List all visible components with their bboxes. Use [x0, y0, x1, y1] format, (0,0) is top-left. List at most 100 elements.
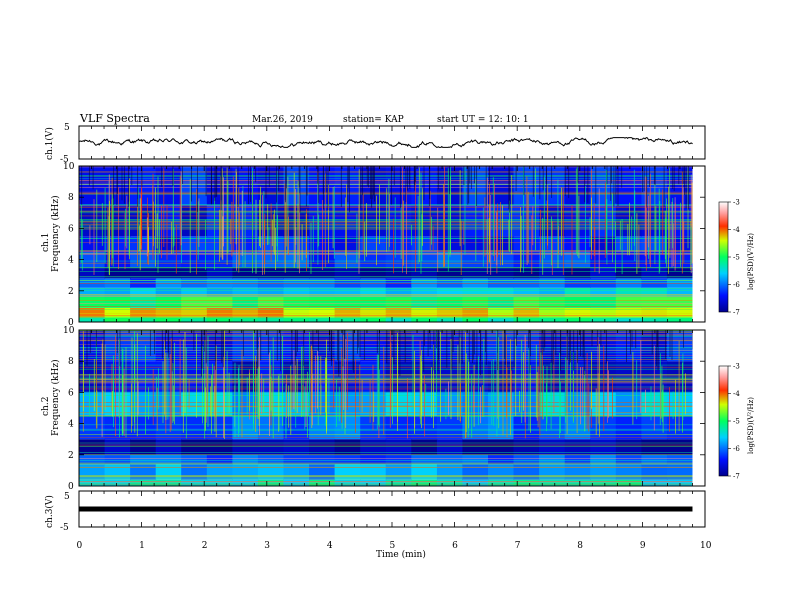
spectrogram-cell [130, 287, 157, 298]
spectrogram-cell [385, 205, 412, 237]
spectrogram-cell [206, 287, 233, 298]
spectrogram-cell [539, 415, 566, 440]
spectrogram-cell [411, 454, 438, 465]
x-tick-label: 2 [202, 541, 208, 551]
spectrogram-cell [360, 287, 387, 298]
spectrogram-cell [488, 308, 515, 318]
x-tick-label: 8 [577, 541, 583, 551]
spectrogram-cell [564, 317, 591, 322]
spectrogram-cell [590, 392, 617, 416]
colorbar-tick-label: -4 [733, 226, 740, 234]
spectrogram-cell [360, 317, 387, 322]
ch3-ytick-bottom: -5 [60, 523, 69, 533]
x-tick-label: 9 [640, 541, 646, 551]
spectrogram-cell [411, 287, 438, 298]
spectrogram-cell [206, 464, 233, 480]
spectrogram-cell [436, 415, 463, 440]
spectrogram-cell [155, 297, 182, 308]
spectrogram-cell [539, 287, 566, 298]
spectrogram-cell [462, 317, 489, 322]
spectrogram-cell [79, 297, 106, 308]
spectrogram-cell [488, 267, 515, 279]
spectrogram-cell [283, 308, 310, 318]
spectrogram-cell [334, 278, 361, 288]
y-tick-label: 6 [68, 388, 74, 398]
x-tick-label: 5 [390, 541, 396, 551]
ch3-waveform-ticks [78, 491, 706, 527]
spectrogram-cell [436, 464, 463, 480]
ch1-waveform-panel: 5 -5 ch.1(V) [44, 123, 706, 165]
y-tick-label: 4 [68, 256, 74, 266]
spectrogram-cell [79, 392, 106, 416]
spectrogram-cell [615, 205, 642, 237]
spectrogram-cell [615, 287, 642, 298]
ch1-colorbar [718, 201, 729, 313]
spectrogram-cell [385, 317, 412, 322]
spectrogram-cell [155, 166, 182, 205]
spectrogram-cell [181, 464, 208, 480]
spectrogram-cell [257, 317, 284, 322]
y-tick-label: 2 [68, 287, 74, 297]
station-label: station= KAP [343, 115, 404, 125]
spectrogram-cell [334, 267, 361, 279]
spectrogram-cell [232, 361, 259, 393]
spectrogram-cell [309, 454, 336, 465]
spectrogram-cell [641, 454, 668, 465]
spectrogram-cell [155, 236, 182, 252]
spectrogram-cell [181, 479, 208, 486]
spectrogram-cell [309, 464, 336, 480]
ch1-waveform-line [79, 137, 693, 149]
spectrogram-cell [539, 392, 566, 416]
spectrogram-cell [79, 205, 106, 237]
spectrogram-cell [206, 236, 233, 252]
spectrogram-cell [283, 479, 310, 486]
ch2-colorbar-label: log(PSD)(V²/Hz) [747, 397, 755, 454]
time-axis-label: Time (min) [376, 549, 426, 560]
spectrogram-cell [385, 308, 412, 318]
spectrogram-cell [283, 205, 310, 237]
spectrogram-cell [232, 287, 259, 298]
spectrogram-cell [564, 479, 591, 486]
spectrogram-cell [641, 308, 668, 318]
spectrogram-cell [564, 454, 591, 465]
spectrogram-cell [436, 267, 463, 279]
spectrogram-cell [283, 464, 310, 480]
spectrogram-cell [462, 454, 489, 465]
colorbar-tick-label: -3 [733, 199, 740, 207]
spectrogram-cell [462, 464, 489, 480]
spectrogram-cell [206, 297, 233, 308]
time-axis-tick-labels: 0 1 2 3 4 5 6 7 8 9 10 [77, 541, 712, 551]
spectrogram-cell [513, 267, 540, 279]
spectrogram-cell [232, 464, 259, 480]
spectrogram-cell [104, 464, 131, 480]
spectrogram-cell [155, 317, 182, 322]
spectrogram-cell [206, 308, 233, 318]
spectrogram-cell [385, 454, 412, 465]
spectrogram-cell [564, 464, 591, 480]
spectrogram-cell [385, 297, 412, 308]
spectrogram-cell [130, 392, 157, 416]
spectrogram-cell [360, 308, 387, 318]
no-data-region [692, 330, 705, 486]
spectrogram-cell [615, 479, 642, 486]
spectrogram-cell [283, 454, 310, 465]
ch3-ytick-top: 5 [64, 492, 70, 502]
spectrogram-cell [436, 479, 463, 486]
spectrogram-cell [539, 464, 566, 480]
spectrogram-cell [79, 278, 106, 288]
spectrogram-cell [513, 308, 540, 318]
spectrogram-cell [666, 297, 693, 308]
spectrogram-cell [513, 297, 540, 308]
spectrogram-cell [360, 278, 387, 288]
spectrogram-cell [385, 236, 412, 252]
spectrogram-cell [539, 317, 566, 322]
spectrogram-cell [411, 278, 438, 288]
spectrogram-cell [206, 278, 233, 288]
colorbar-tick-label: -6 [733, 281, 740, 289]
spectrogram-cell [283, 278, 310, 288]
spectrogram-cell [309, 479, 336, 486]
spectrogram-cell [206, 454, 233, 465]
spectrogram-cell [104, 479, 131, 486]
